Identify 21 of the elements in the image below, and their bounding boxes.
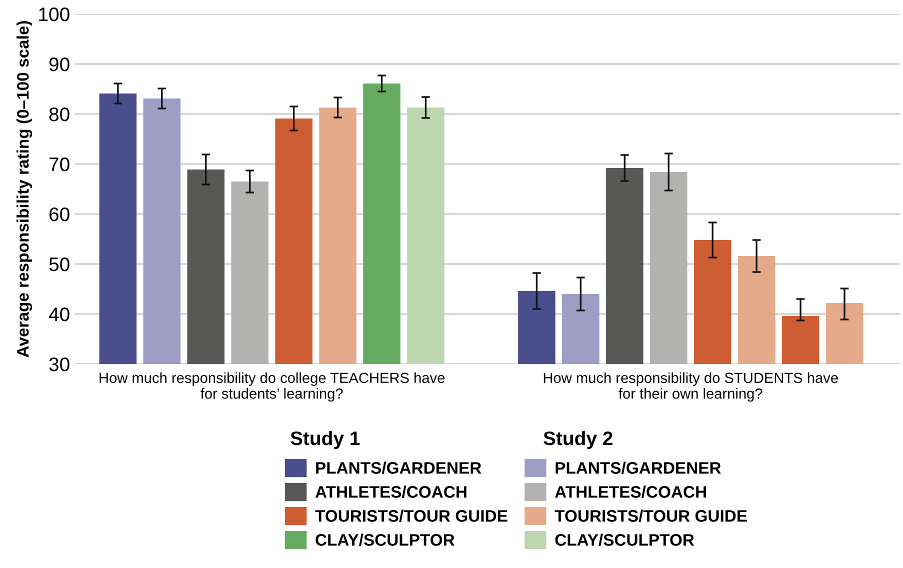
x-tick-label: How much responsibility do college TEACHERS have for students’ learning?: [100, 372, 445, 402]
y-tick-label: 40: [48, 307, 70, 322]
y-tick-label: 90: [49, 57, 70, 72]
legend-label: TOURISTS/TOUR GUIDE: [554, 510, 747, 522]
legend-label: ATHLETES/COACH: [555, 486, 706, 498]
y-tick-label: 50: [49, 257, 70, 272]
legend-label: ATHLETES/COACH: [315, 486, 466, 498]
text: Study 1: [290, 430, 360, 450]
legend-label: TOURISTS/TOUR GUIDE: [315, 510, 508, 522]
y-tick-label: 60: [50, 207, 70, 222]
legend-label: CLAY/SCULPTOR: [555, 534, 694, 546]
x-tick-label: How much responsibility do STUDENTS have for their own learning?: [544, 372, 838, 402]
legend-label: PLANTS/GARDENER: [316, 462, 482, 474]
legend-label: CLAY/SCULPTOR: [316, 534, 455, 546]
y-tick-label: 80: [49, 107, 70, 122]
text: Study 2: [544, 430, 612, 450]
y-tick-label: 70: [50, 157, 70, 172]
legend-label: PLANTS/GARDENER: [556, 462, 721, 474]
y-tick-label: 100: [39, 7, 70, 22]
y-axis-title: Average responsibility rating (0–100 scale): [16, 21, 32, 358]
y-tick-label: 30: [49, 357, 70, 372]
